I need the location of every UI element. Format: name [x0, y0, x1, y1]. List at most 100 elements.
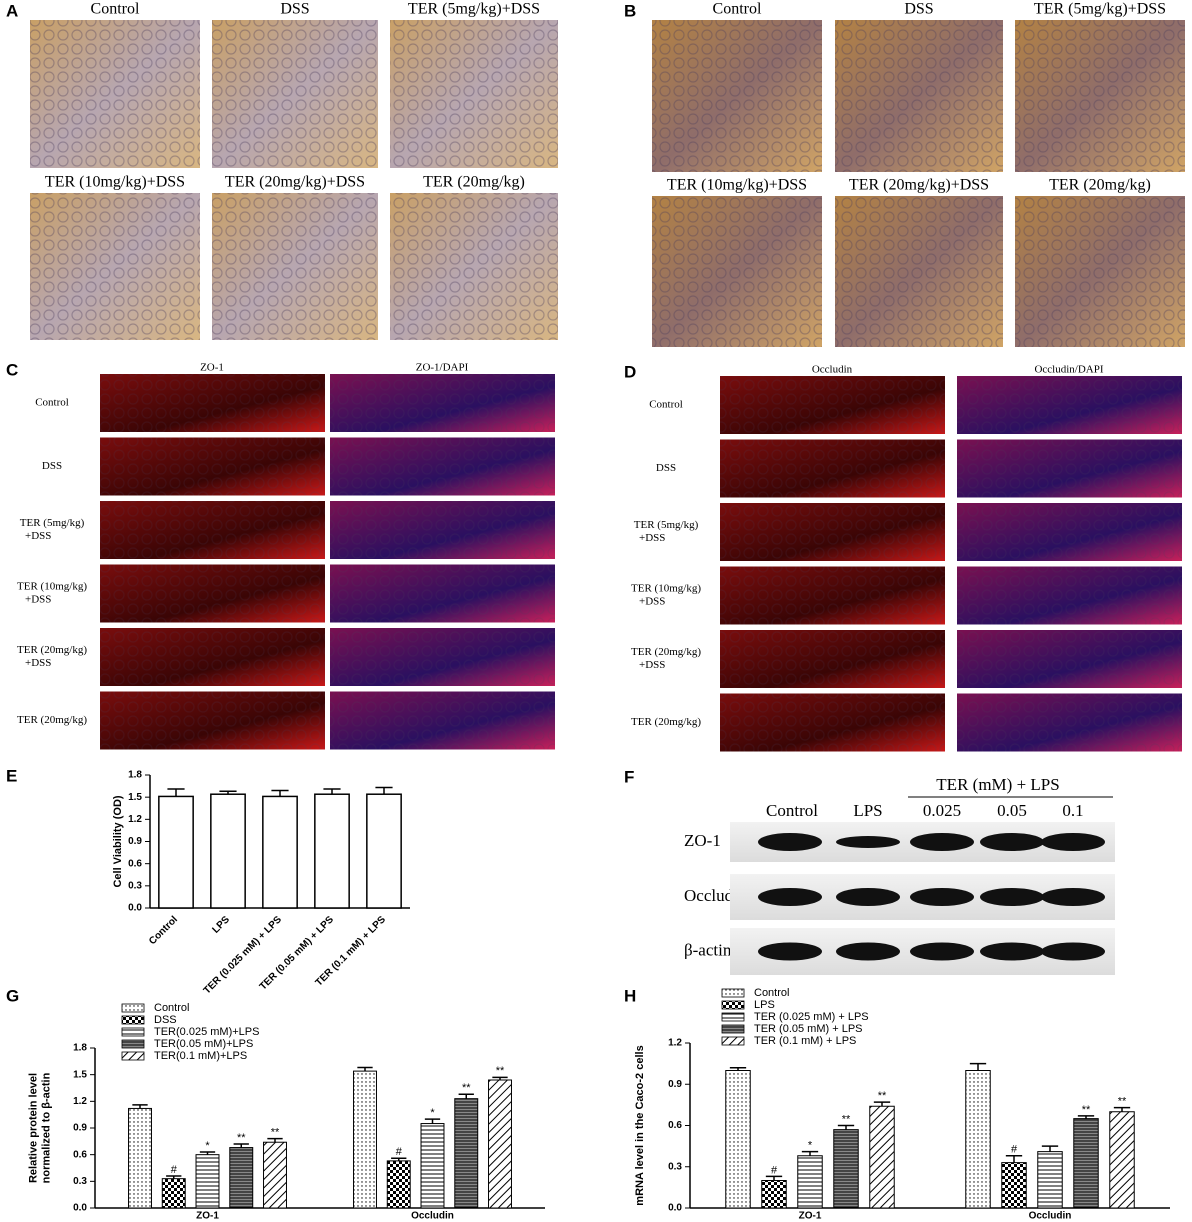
- error-bar: [267, 1137, 283, 1143]
- bar: [158, 795, 194, 909]
- error-bar: [357, 1066, 373, 1072]
- image-label: TER (10mg/kg)+DSS: [667, 177, 807, 194]
- legend-label: TER (0.1 mM) + LPS: [754, 1035, 856, 1047]
- y-axis-label: normalized to β-actin: [40, 1072, 52, 1183]
- significance-mark: #: [396, 1146, 403, 1158]
- fluorescence-texture: [330, 437, 555, 496]
- blot-band: [758, 888, 822, 906]
- legend-swatch: [721, 1036, 745, 1046]
- error-bar: [1005, 1155, 1023, 1163]
- error-bar: [458, 1093, 474, 1099]
- lane-label: 0.025: [923, 801, 961, 820]
- x-tick-label: ZO-1: [196, 1211, 219, 1222]
- row-label: TER (20mg/kg): [631, 646, 701, 658]
- fluorescence-texture: [100, 691, 325, 750]
- error-bar: [729, 1067, 747, 1071]
- y-tick-label: 0.6: [128, 858, 142, 869]
- row-label: TER (20mg/kg): [17, 714, 87, 726]
- significance-mark: #: [771, 1164, 778, 1176]
- error-bar: [219, 790, 237, 795]
- bar: [420, 1123, 445, 1209]
- error-bar: [1041, 1145, 1059, 1152]
- legend-swatch: [121, 1027, 145, 1037]
- group-label: TER (mM) + LPS: [936, 775, 1059, 794]
- error-bar: [765, 1175, 783, 1181]
- fluorescence-texture: [957, 503, 1182, 561]
- error-bar: [801, 1150, 819, 1156]
- bar: [454, 1098, 479, 1209]
- fluorescence-texture: [720, 566, 945, 625]
- bar: [263, 1141, 287, 1209]
- row-label: TER (5mg/kg): [634, 519, 699, 531]
- x-tick-label: LPS: [210, 914, 232, 936]
- image-label: TER (5mg/kg)+DSS: [408, 1, 540, 18]
- x-tick-label: Occludin: [411, 1211, 454, 1222]
- significance-mark: *: [205, 1140, 210, 1152]
- row-label: TER (10mg/kg): [631, 583, 701, 595]
- fluorescence-texture: [720, 630, 945, 688]
- legend-swatch: [121, 1003, 145, 1013]
- x-tick-label: Control: [147, 914, 180, 947]
- bar: [262, 795, 298, 909]
- blot-band: [980, 888, 1044, 906]
- blot-band: [910, 833, 974, 851]
- fluorescence-texture: [100, 564, 325, 623]
- blot-label: ZO-1: [684, 831, 721, 850]
- panel-letter: C: [6, 360, 18, 379]
- bar: [229, 1147, 254, 1209]
- micrograph-texture: [652, 196, 822, 347]
- bar: [725, 1070, 751, 1209]
- error-bar: [1113, 1106, 1131, 1112]
- legend-label: Control: [754, 987, 789, 999]
- micrograph-texture: [1015, 196, 1185, 347]
- significance-mark: *: [808, 1140, 813, 1152]
- error-bar: [424, 1118, 441, 1124]
- bar: [797, 1155, 823, 1209]
- micrograph-texture: [652, 20, 822, 172]
- blot-band: [758, 942, 822, 961]
- image-label: TER (10mg/kg)+DSS: [45, 174, 185, 191]
- fluorescence-texture: [720, 439, 945, 498]
- legend-label: Control: [154, 1002, 189, 1014]
- blot-band: [980, 942, 1044, 961]
- error-bar: [873, 1101, 891, 1107]
- significance-mark: **: [878, 1090, 887, 1102]
- fluorescence-texture: [330, 628, 555, 686]
- image-label: DSS: [904, 1, 933, 18]
- bar: [128, 1107, 152, 1209]
- image-label: TER (5mg/kg)+DSS: [1034, 1, 1166, 18]
- y-tick-label: 1.2: [668, 1038, 682, 1049]
- fluorescence-texture: [957, 376, 1182, 434]
- row-label: TER (20mg/kg): [631, 716, 701, 728]
- row-label: Control: [35, 397, 69, 409]
- y-tick-label: 0.0: [668, 1203, 682, 1214]
- fluorescence-texture: [100, 628, 325, 686]
- lane-label: Control: [766, 801, 818, 820]
- bar: [488, 1079, 512, 1209]
- legend-swatch: [121, 1039, 145, 1049]
- legend-swatch: [121, 1051, 145, 1061]
- blot-band: [758, 833, 822, 851]
- y-tick-label: 1.8: [128, 770, 142, 781]
- error-bar: [492, 1076, 508, 1080]
- y-tick-label: 1.5: [128, 792, 142, 803]
- y-tick-label: 0.0: [128, 903, 142, 914]
- row-label: +DSS: [25, 530, 51, 542]
- bar: [761, 1180, 787, 1209]
- bar: [1037, 1151, 1063, 1209]
- lane-label: 0.1: [1062, 801, 1083, 820]
- row-label: +DSS: [639, 596, 665, 608]
- row-label: +DSS: [639, 659, 665, 671]
- fluorescence-texture: [957, 566, 1182, 625]
- y-tick-label: 1.8: [73, 1043, 87, 1054]
- row-label: +DSS: [25, 594, 51, 606]
- fluorescence-texture: [720, 376, 945, 434]
- significance-mark: **: [496, 1065, 505, 1077]
- bar: [869, 1105, 895, 1209]
- row-label: TER (10mg/kg): [17, 581, 87, 593]
- micrograph-texture: [212, 20, 378, 168]
- blot-band: [836, 942, 900, 961]
- y-axis-label: Relative protein level: [27, 1073, 39, 1183]
- legend-label: TER (0.025 mM) + LPS: [754, 1011, 869, 1023]
- panel-letter: F: [624, 767, 634, 786]
